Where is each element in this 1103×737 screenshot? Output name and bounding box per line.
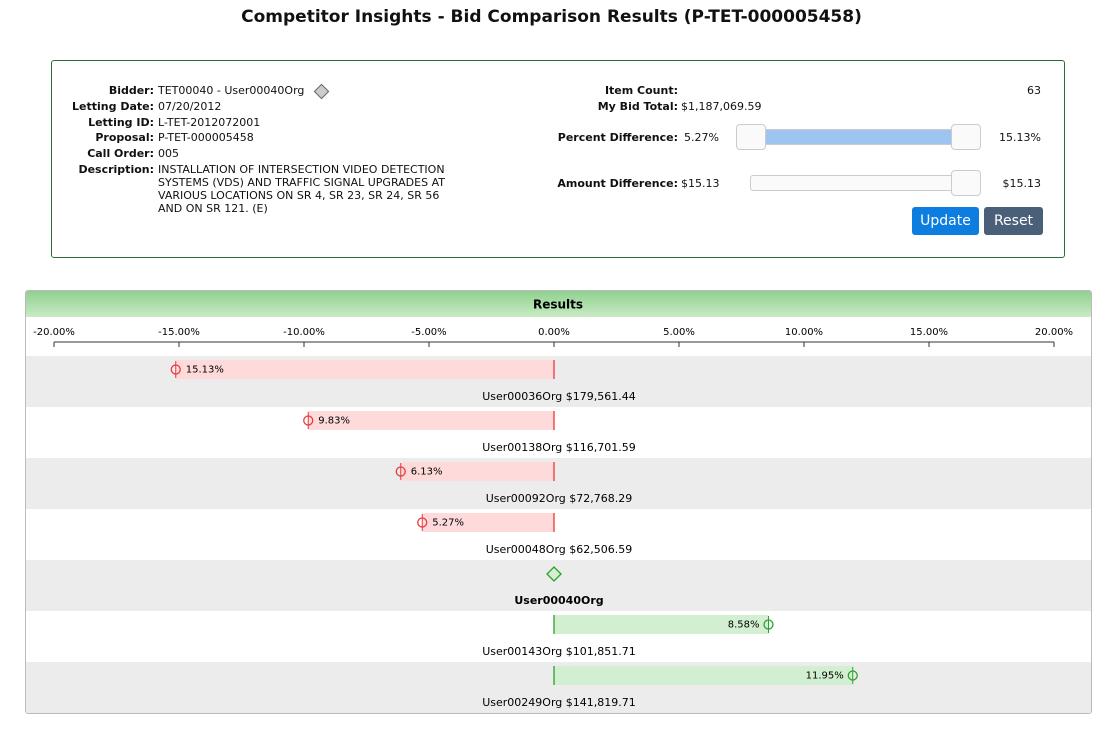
- value-marker: [395, 466, 406, 477]
- bar: [554, 615, 769, 634]
- percent-label: Percent Difference:: [557, 131, 678, 144]
- value-marker: [417, 517, 428, 528]
- percent-max: 15.13%: [999, 131, 1041, 144]
- field-value: L-TET-2012072001: [158, 116, 261, 129]
- results-title: Results: [533, 298, 583, 312]
- bar: [554, 666, 853, 685]
- bid-total-value: $1,187,069.59: [681, 100, 762, 113]
- field-value: 005: [158, 147, 179, 160]
- value-marker: [170, 364, 181, 375]
- field-label: Bidder:: [108, 84, 154, 97]
- bar: [308, 411, 554, 430]
- x-tick-label: 5.00%: [663, 327, 695, 338]
- row-label: User00249Org $141,819.71: [482, 696, 636, 709]
- bid-total-label: My Bid Total:: [597, 100, 678, 113]
- value-label: 9.83%: [318, 416, 350, 427]
- field-value: INSTALLATION OF INTERSECTION VIDEO DETEC…: [158, 163, 445, 215]
- own-bid-marker: [546, 566, 562, 582]
- x-tick-label: 0.00%: [538, 327, 570, 338]
- results-panel: Results -20.00% -15.00% -10.00% -5.00% 0.00% 5…: [25, 290, 1092, 714]
- value-marker: [847, 670, 858, 681]
- x-tick-label: 15.00%: [910, 327, 948, 338]
- row-label: User00048Org $62,506.59: [486, 543, 633, 556]
- row-label: User00092Org $72,768.29: [486, 492, 633, 505]
- x-tick-label: 20.00%: [1035, 327, 1073, 338]
- x-tick-label: -5.00%: [411, 327, 446, 338]
- info-box: [51, 60, 1065, 258]
- x-tick-label: 10.00%: [785, 327, 823, 338]
- reset-button[interactable]: Reset: [984, 207, 1043, 235]
- row-label: User00040Org: [514, 594, 603, 607]
- value-label: 5.27%: [432, 518, 464, 529]
- field-value: 07/20/2012: [158, 100, 222, 113]
- x-tick-label: -20.00%: [33, 327, 75, 338]
- x-tick-label: -15.00%: [158, 327, 200, 338]
- value-label: 11.95%: [806, 671, 844, 682]
- slider-handle[interactable]: [951, 124, 981, 150]
- bar: [175, 360, 554, 379]
- field-label: Letting Date:: [72, 100, 154, 113]
- results-header: [26, 291, 1091, 317]
- item-count-label: Item Count:: [604, 84, 678, 97]
- amount-slider[interactable]: [750, 175, 968, 191]
- slider-handle[interactable]: [951, 170, 981, 196]
- slider-handle[interactable]: [736, 124, 766, 150]
- row-label: User00143Org $101,851.71: [482, 645, 636, 658]
- field-label: Description:: [78, 163, 154, 176]
- bar: [422, 513, 554, 532]
- amount-min: $15.13: [681, 177, 720, 190]
- percent-min: 5.27%: [684, 131, 719, 144]
- field-label: Proposal:: [95, 131, 154, 144]
- value-label: 6.13%: [411, 467, 443, 478]
- value-marker: [763, 619, 774, 630]
- field-label: Letting ID:: [88, 116, 154, 129]
- x-tick-label: -10.00%: [283, 327, 325, 338]
- field-value: P-TET-000005458: [158, 131, 254, 144]
- field-label: Call Order:: [87, 147, 154, 160]
- value-label: 15.13%: [186, 365, 224, 376]
- value-marker: [303, 415, 314, 426]
- row-background: [26, 458, 1091, 509]
- row-label: User00138Org $116,701.59: [482, 441, 636, 454]
- row-label: User00036Org $179,561.44: [482, 390, 636, 403]
- update-button[interactable]: Update: [912, 207, 979, 235]
- item-count-value: 63: [1027, 84, 1041, 97]
- results-chart: Results -20.00% -15.00% -10.00% -5.00% 0.00% 5…: [26, 291, 1091, 713]
- page-title: Competitor Insights - Bid Comparison Res…: [241, 7, 862, 27]
- amount-label: Amount Difference:: [557, 177, 678, 190]
- value-label: 8.58%: [728, 620, 760, 631]
- percent-slider[interactable]: [750, 129, 968, 145]
- bar: [400, 462, 554, 481]
- amount-max: $15.13: [1002, 177, 1042, 190]
- field-value: TET00040 - User00040Org: [158, 84, 305, 97]
- row-background: [26, 560, 1091, 611]
